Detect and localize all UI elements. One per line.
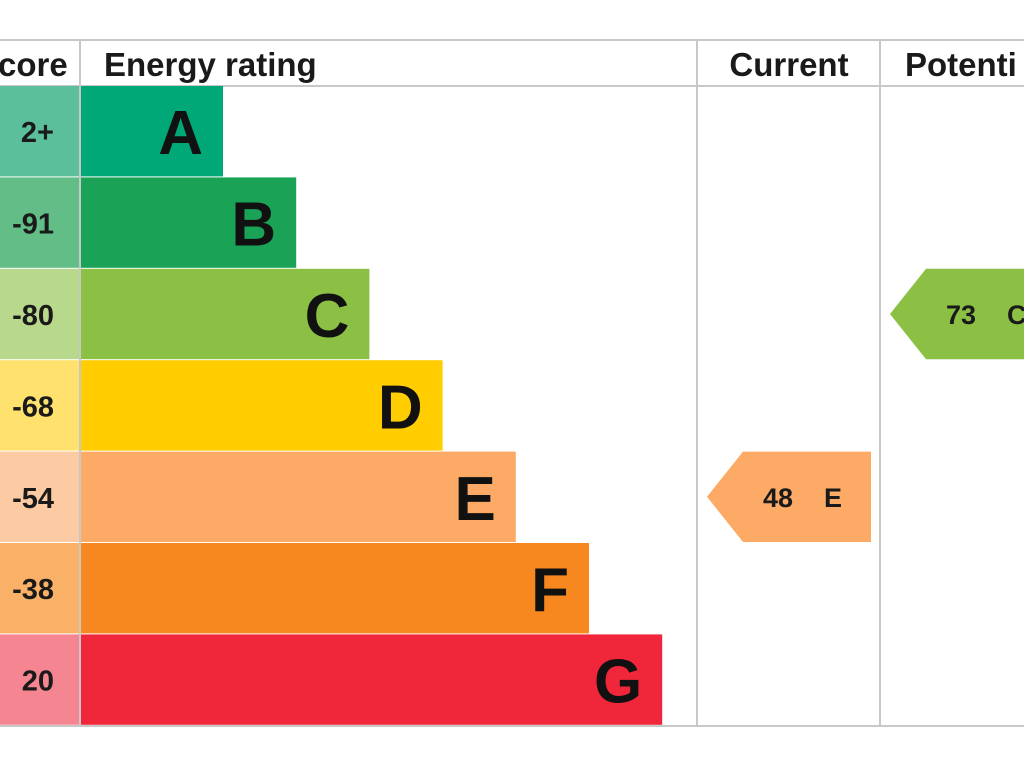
band-letter-d: D bbox=[378, 373, 423, 442]
band-letter-b: B bbox=[231, 191, 276, 260]
score-cell-c bbox=[0, 268, 79, 360]
rating-flags: 48 E 73 C bbox=[707, 268, 1024, 542]
score-label-f: -38 bbox=[12, 574, 54, 606]
header-energy-rating: Energy rating bbox=[104, 46, 317, 83]
band-letter-c: C bbox=[305, 282, 350, 351]
band-bar-d bbox=[81, 360, 443, 451]
band-letter-f: F bbox=[531, 556, 569, 625]
header-potential: Potenti bbox=[905, 46, 1017, 83]
score-label-b: -91 bbox=[12, 209, 54, 241]
score-cell-d bbox=[0, 360, 79, 451]
current-flag bbox=[707, 451, 871, 542]
rating-bands: 2+ A -91 B -80 C -68 D -54 E -38 F 20 G bbox=[0, 86, 663, 725]
header-score: core bbox=[0, 46, 68, 83]
score-label-g: 20 bbox=[22, 666, 54, 698]
score-label-a: 2+ bbox=[21, 117, 54, 149]
score-cell-g bbox=[0, 634, 79, 725]
band-letter-g: G bbox=[594, 648, 642, 717]
score-cell-e bbox=[0, 451, 79, 542]
score-cell-f bbox=[0, 543, 79, 634]
potential-flag bbox=[890, 268, 1024, 360]
score-label-c: -80 bbox=[12, 300, 54, 332]
band-bar-a bbox=[81, 86, 223, 177]
score-cell-a bbox=[0, 86, 79, 177]
band-letter-e: E bbox=[454, 465, 495, 534]
band-letter-a: A bbox=[158, 99, 203, 168]
current-band: E bbox=[824, 483, 842, 513]
score-label-d: -68 bbox=[12, 391, 54, 423]
header-current: Current bbox=[729, 46, 848, 83]
score-cell-b bbox=[0, 177, 79, 268]
potential-band: C bbox=[1007, 300, 1024, 330]
potential-score: 73 bbox=[946, 300, 976, 330]
band-bar-f bbox=[81, 543, 589, 634]
score-label-e: -54 bbox=[12, 483, 54, 515]
band-bar-e bbox=[81, 451, 516, 542]
band-bar-g bbox=[81, 634, 663, 725]
band-bar-c bbox=[81, 268, 370, 360]
current-score: 48 bbox=[763, 483, 793, 513]
band-bar-b bbox=[81, 177, 297, 268]
